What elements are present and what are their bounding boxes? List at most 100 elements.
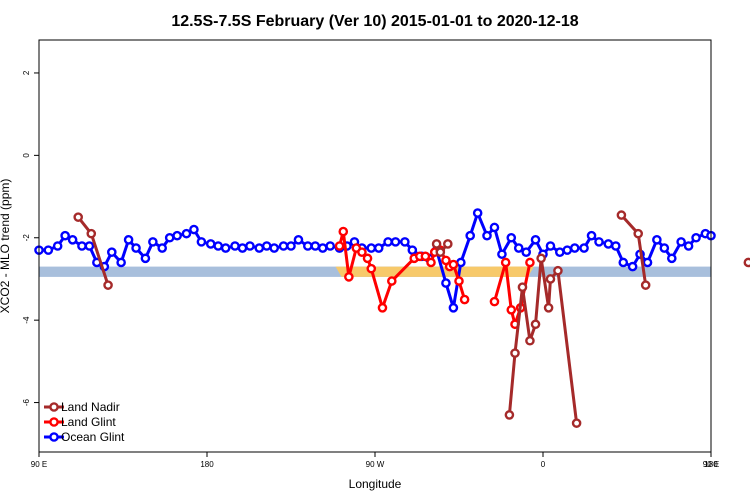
data-point	[500, 257, 511, 268]
data-point	[196, 237, 207, 247]
legend-item: Ocean Glint	[44, 430, 125, 444]
data-point	[400, 237, 410, 247]
series-land-nadir	[73, 210, 750, 428]
data-point	[131, 243, 141, 253]
data-point	[472, 208, 483, 218]
data-point	[642, 257, 653, 268]
data-point	[366, 263, 377, 274]
data-point	[67, 235, 78, 245]
x-tick-label: 180	[704, 460, 718, 469]
data-point	[286, 241, 296, 251]
data-point	[743, 257, 750, 268]
data-point	[459, 294, 470, 305]
data-point	[510, 348, 520, 358]
series-line	[39, 211, 712, 310]
data-point	[497, 249, 507, 260]
data-point	[633, 228, 644, 239]
data-point	[426, 257, 436, 268]
data-point	[390, 237, 401, 247]
data-point	[77, 241, 87, 251]
data-point	[386, 276, 397, 286]
data-point	[181, 228, 192, 239]
data-point	[611, 241, 621, 251]
data-point	[261, 241, 272, 251]
data-point	[683, 241, 694, 251]
data-point	[140, 253, 151, 264]
data-point	[562, 245, 573, 255]
x-tick-label: 90 E	[703, 460, 719, 469]
data-point	[237, 243, 248, 253]
legend-label: Land Nadir	[61, 400, 120, 414]
data-point	[148, 237, 158, 247]
data-point	[60, 230, 70, 241]
data-point	[213, 241, 223, 251]
data-point	[530, 235, 541, 245]
land-glint-uncertainty	[335, 266, 534, 277]
data-point	[435, 247, 446, 257]
series-land-glint	[334, 226, 535, 330]
data-point	[489, 296, 500, 307]
y-tick-label: 0	[22, 153, 31, 158]
data-point	[618, 257, 629, 268]
data-point	[586, 230, 597, 241]
data-point	[517, 282, 528, 293]
data-point	[366, 243, 377, 253]
y-tick-label: -2	[22, 234, 31, 242]
data-point	[344, 272, 354, 282]
data-point	[86, 228, 97, 239]
data-point	[616, 210, 627, 220]
data-point	[553, 265, 563, 276]
data-point	[456, 257, 466, 268]
x-tick-label: 180	[200, 460, 214, 469]
data-point	[164, 232, 175, 243]
data-point	[489, 222, 500, 233]
data-point	[383, 237, 393, 247]
data-point	[407, 245, 418, 255]
legend-label: Ocean Glint	[61, 430, 125, 444]
legend-marker	[49, 432, 59, 442]
data-point	[543, 302, 554, 313]
data-point	[667, 253, 677, 264]
data-point	[310, 241, 321, 251]
data-point	[338, 226, 349, 237]
data-point	[482, 230, 492, 241]
legend-item: Land Glint	[44, 415, 116, 429]
data-point	[525, 257, 535, 268]
data-point	[377, 302, 388, 313]
legend-marker	[49, 402, 59, 412]
data-point	[530, 319, 541, 330]
data-point	[302, 241, 313, 251]
data-point	[116, 257, 126, 268]
data-point	[334, 241, 345, 251]
data-point	[504, 410, 515, 420]
plot-area	[34, 208, 750, 428]
data-point	[506, 305, 517, 315]
data-point	[571, 418, 582, 428]
data-point	[373, 243, 384, 253]
data-point	[84, 241, 95, 251]
data-point	[521, 247, 532, 257]
data-point	[555, 247, 565, 257]
data-point	[454, 276, 464, 286]
legend-label: Land Glint	[61, 415, 116, 429]
data-point	[691, 232, 701, 243]
y-tick-label: -6	[22, 398, 31, 406]
series-line	[507, 256, 579, 424]
data-point	[536, 253, 546, 264]
data-point	[603, 239, 614, 249]
data-point	[676, 237, 686, 247]
data-point	[269, 243, 280, 253]
data-point	[659, 243, 670, 253]
data-point	[506, 232, 517, 243]
data-point	[52, 241, 63, 251]
data-point	[448, 259, 459, 270]
data-point	[545, 241, 556, 251]
data-point	[465, 230, 476, 241]
x-tick-label: 0	[541, 460, 546, 469]
data-point	[278, 241, 289, 251]
data-point	[293, 235, 304, 245]
data-point	[579, 243, 589, 253]
data-point	[317, 243, 328, 253]
data-point	[441, 278, 451, 288]
